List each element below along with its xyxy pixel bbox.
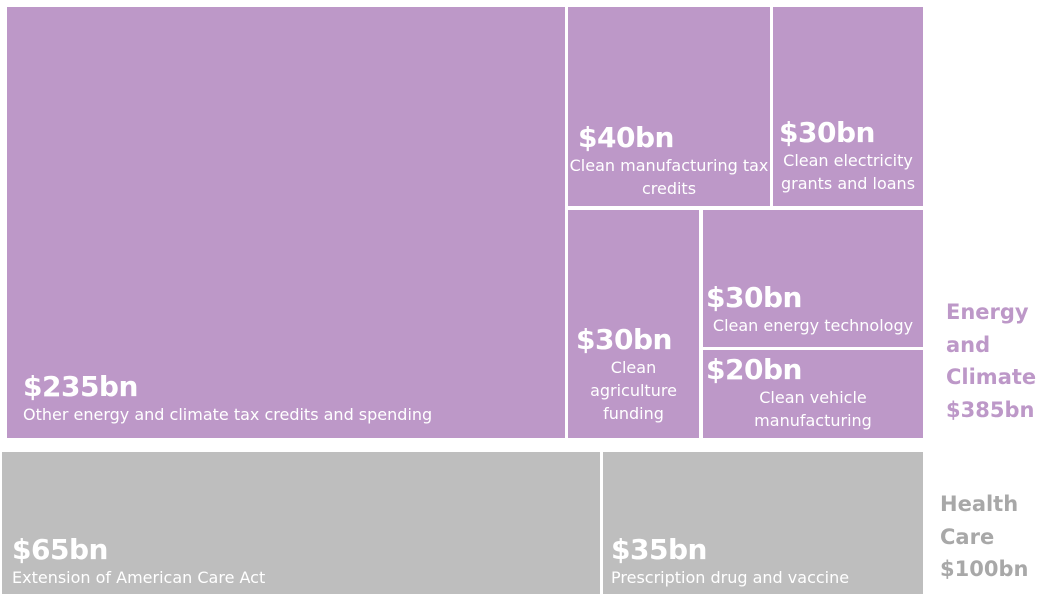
treemap-cell: $235bn Other energy and climate tax credi… xyxy=(7,7,565,438)
cell-value-label: $20bn xyxy=(706,353,802,386)
cell-description-line: funding xyxy=(603,404,664,423)
cell-value-label: $30bn xyxy=(706,281,802,314)
treemap-cell: $20bn Clean vehicle manufacturing xyxy=(703,350,923,438)
cell-description-line: manufacturing xyxy=(754,411,872,430)
cell-value-label: $40bn xyxy=(578,121,674,154)
cell-description-line: credits xyxy=(641,179,697,198)
group-label-line: $100bn xyxy=(940,557,1029,581)
cell-value-label: $30bn xyxy=(779,116,875,149)
group-label-line: $385bn xyxy=(946,397,1035,422)
treemap-cell: $40bn Clean manufacturing tax credits xyxy=(568,7,770,206)
cell-description-line: Clean xyxy=(610,358,657,377)
cell-value-label: $235bn xyxy=(23,370,138,403)
treemap-cell: $30bn Clean agriculture funding xyxy=(568,210,699,438)
group-label-line: Care xyxy=(940,524,995,549)
cell-description-line: Prescription drug and vaccine coverage xyxy=(611,568,850,594)
group-label: Health Care $100bn xyxy=(940,488,1028,586)
cell-description-line: Other energy and climate tax credits and… xyxy=(23,405,433,424)
group-label: Energy and Climate $385bn xyxy=(946,296,1036,426)
cell-value-label: $30bn xyxy=(576,323,672,356)
treemap-cell: $65bn Extension of American Care Act xyxy=(2,452,600,594)
group-label-line: and xyxy=(946,332,991,357)
cell-description-line: grants and loans xyxy=(780,174,916,193)
cell-description-line: Extension of American Care Act xyxy=(12,568,266,587)
treemap-cell: $30bn Clean electricity grants and loans xyxy=(773,7,923,206)
group-label-line: Climate xyxy=(946,365,1037,389)
group-label-line: Energy xyxy=(946,300,1029,324)
cell-description-line: Clean energy technology xyxy=(712,316,914,335)
treemap-cell: $30bn Clean energy technology xyxy=(703,210,923,347)
cell-value-label: $65bn xyxy=(12,533,108,566)
cell-value-label: $35bn xyxy=(611,533,707,566)
cell-description-line: Clean electricity xyxy=(783,151,913,170)
cell-description-line: agriculture xyxy=(590,381,677,400)
cell-description-line: Clean vehicle xyxy=(759,388,867,407)
cell-description-line: Clean manufacturing tax xyxy=(569,156,769,175)
group-label-line: Health xyxy=(940,492,1019,516)
